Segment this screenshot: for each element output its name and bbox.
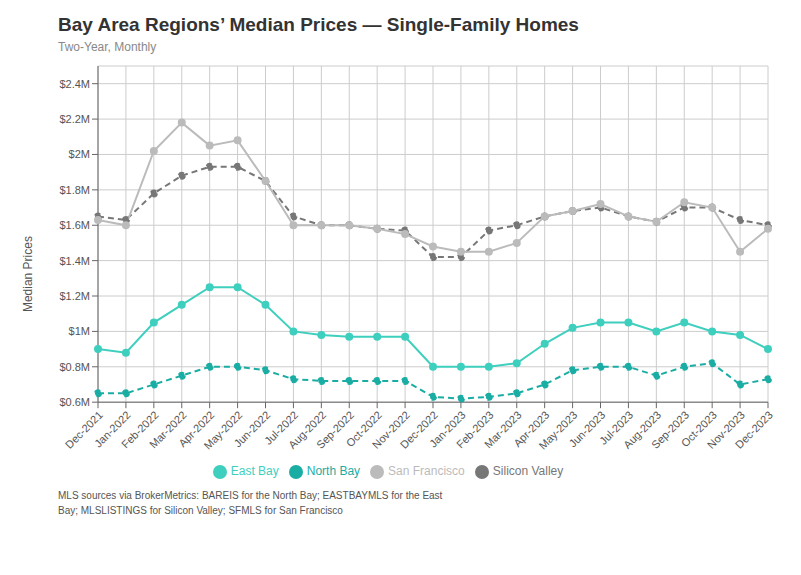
svg-text:$0.6M: $0.6M (59, 396, 90, 408)
html-text:San Francisco: San Francisco (388, 464, 465, 479)
svg-text:May-2022: May-2022 (201, 408, 245, 452)
svg-text:Feb-2022: Feb-2022 (119, 408, 161, 451)
svg-text:$1.8M: $1.8M (59, 184, 90, 196)
svg-text:$2M: $2M (69, 148, 90, 160)
svg-text:$0.8M: $0.8M (59, 361, 90, 373)
svg-text:Dec-2022: Dec-2022 (397, 408, 440, 451)
html-text:East Bay: East Bay (230, 464, 279, 479)
svg-text:Nov-2023: Nov-2023 (704, 408, 747, 451)
svg-text:Aug-2023: Aug-2023 (621, 408, 664, 451)
svg-text:Dec-2021: Dec-2021 (62, 408, 105, 451)
svg-text:Sep-2022: Sep-2022 (314, 408, 357, 451)
svg-text:Apr-2022: Apr-2022 (176, 408, 217, 450)
html-text:Bay Area Regions’ Median Price: Bay Area Regions’ Median Prices — Single… (58, 14, 579, 35)
html-text:Two-Year, Monthly: Two-Year, Monthly (58, 40, 157, 54)
svg-text:$2.4M: $2.4M (59, 78, 90, 90)
svg-text:Nov-2022: Nov-2022 (369, 408, 412, 451)
svg-text:Apr-2023: Apr-2023 (511, 408, 552, 450)
svg-text:Aug-2022: Aug-2022 (286, 408, 329, 451)
svg-text:$2.2M: $2.2M (59, 113, 90, 125)
svg-text:Jul-2023: Jul-2023 (597, 408, 636, 447)
svg-text:Oct-2023: Oct-2023 (678, 408, 720, 450)
svg-text:Jun-2022: Jun-2022 (231, 408, 273, 450)
svg-text:Mar-2023: Mar-2023 (481, 408, 524, 451)
svg-text:$1.2M: $1.2M (59, 290, 90, 302)
svg-text:Sep-2023: Sep-2023 (649, 408, 692, 451)
svg-text:Dec-2023: Dec-2023 (733, 409, 775, 451)
svg-text:Feb-2023: Feb-2023 (454, 408, 496, 451)
svg-text:Jun-2023: Jun-2023 (566, 408, 608, 450)
html-text:Silicon Valley: Silicon Valley (492, 464, 564, 479)
svg-text:$1.6M: $1.6M (59, 219, 90, 231)
svg-text:May-2023: May-2023 (536, 408, 580, 452)
html-text:North Bay: North Bay (306, 464, 361, 479)
svg-text:Jul-2022: Jul-2022 (262, 408, 301, 447)
svg-text:Median Prices: Median Prices (21, 236, 35, 312)
svg-text:Oct-2022: Oct-2022 (343, 408, 385, 450)
svg-text:Jan-2023: Jan-2023 (426, 408, 468, 450)
svg-text:Jan-2022: Jan-2022 (91, 408, 133, 450)
svg-text:$1M: $1M (69, 325, 90, 337)
svg-text:Mar-2022: Mar-2022 (146, 408, 189, 451)
svg-text:$1.4M: $1.4M (59, 255, 90, 267)
html-text:Bay; MLSLISTINGS for Silicon V: Bay; MLSLISTINGS for Silicon Valley; SFM… (58, 505, 343, 516)
html-text:MLS sources via BrokerMetrics:: MLS sources via BrokerMetrics: BAREIS fo… (58, 490, 443, 501)
